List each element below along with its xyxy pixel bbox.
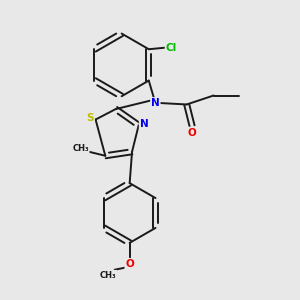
Text: O: O [125,259,134,269]
Text: CH₃: CH₃ [72,144,89,153]
Text: Cl: Cl [166,43,177,53]
Text: N: N [151,98,160,108]
Text: CH₃: CH₃ [100,271,116,280]
Text: S: S [86,113,94,123]
Text: O: O [188,128,197,137]
Text: N: N [140,119,148,129]
